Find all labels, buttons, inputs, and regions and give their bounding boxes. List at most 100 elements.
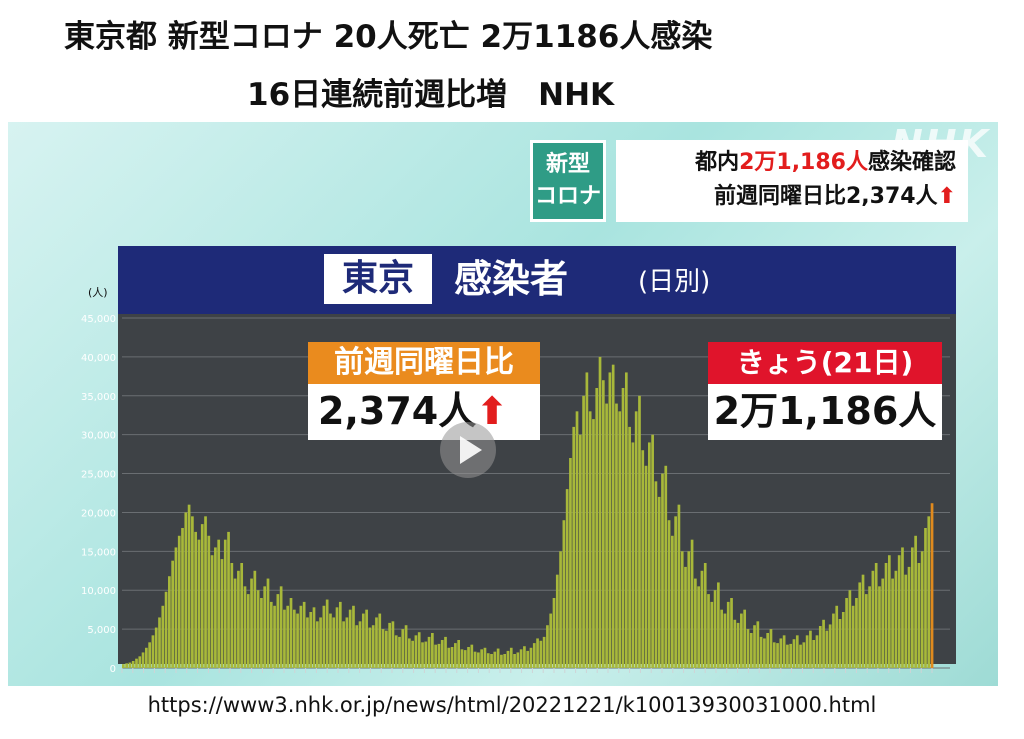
bar [266,578,270,668]
bar [141,652,145,668]
bar [822,619,825,668]
bar [289,598,293,668]
bar [828,624,832,668]
summary-line-1: 都内2万1,186人感染確認 [628,146,956,180]
bar-today [930,503,934,668]
bar [500,654,503,668]
bar [200,524,204,668]
bar [243,586,247,668]
bar [365,609,368,668]
bar [513,654,516,668]
covid-tag-line-1: 新型 [545,152,590,177]
bar [835,605,839,668]
bar [713,590,717,668]
bar [924,528,927,668]
broadcast-screenshot: NHK 新型 コロナ 都内2万1,186人感染確認 前週同曜日比2,374人⬆ … [8,122,998,686]
bar [299,605,303,668]
bar [608,372,612,668]
bar [506,650,510,668]
y-tick-label: 10,000 [81,586,116,597]
bar [832,613,835,668]
bar [168,576,171,668]
bar [549,613,553,668]
bar [417,632,421,668]
bar [523,646,526,668]
bar [345,617,349,668]
bar [177,535,181,668]
bar [592,419,595,668]
bar [332,617,336,668]
bar [338,601,342,668]
bar [358,621,362,668]
bar [572,426,576,668]
bar [595,388,599,668]
bar [841,612,845,668]
bar [674,516,677,668]
bar [161,605,165,668]
headline-line-1: 東京都 新型コロナ 20人死亡 2万1186人感染 [64,19,713,55]
bar [598,356,602,668]
chart-title-bar: 東京 感染者 (日別) [118,246,956,314]
bar [319,617,322,668]
bar [148,642,151,668]
bar [404,625,408,668]
bar [588,411,592,668]
bar [845,598,848,668]
weekly-comparison-header: 前週同曜日比 [308,342,540,384]
bar [631,442,635,668]
bar [135,658,138,668]
bar [759,636,763,668]
bar [664,465,668,668]
bar [223,539,227,668]
bar [542,636,546,668]
bar [256,590,260,668]
covid-tag-line-2: コロナ [534,184,601,209]
chart-title-region: 東京 [324,254,432,304]
summary-highlight: 2万1,186人 [739,150,868,175]
bar [657,496,661,668]
weekly-comparison-value: 2,374人 [318,389,477,433]
play-icon[interactable] [440,422,496,478]
bar [454,643,457,668]
y-axis-unit: (人) [88,286,108,299]
bar [434,644,437,668]
bar [230,563,234,668]
bar [490,654,493,668]
bar [197,539,201,668]
bar [786,644,789,668]
bar [503,654,507,668]
bar [802,642,806,668]
bar [851,605,855,668]
bar [855,598,858,668]
bar [296,613,299,668]
bar [194,531,198,668]
bar [486,653,490,668]
bar [138,656,142,668]
bar [546,625,549,668]
bar [131,661,135,668]
bar [700,570,704,668]
bar [204,516,207,668]
bar [171,560,174,668]
bar [861,574,865,668]
bar [858,582,862,668]
bar [424,641,428,668]
bar [348,609,352,668]
bar [654,481,658,668]
bar [408,638,411,668]
bar [279,586,283,668]
source-url[interactable]: https://www3.nhk.or.jp/news/html/2022122… [147,693,877,717]
bar [720,609,724,668]
bar [467,647,470,668]
bar [302,601,306,668]
bar [605,403,608,668]
bar [493,651,497,668]
bar [191,516,194,668]
bar [457,640,461,668]
bar [910,547,914,668]
bar [276,594,280,668]
bar [647,442,651,668]
bar [733,619,737,668]
bar [273,605,276,668]
summary-line-2: 前週同曜日比2,374人⬆ [628,180,956,214]
